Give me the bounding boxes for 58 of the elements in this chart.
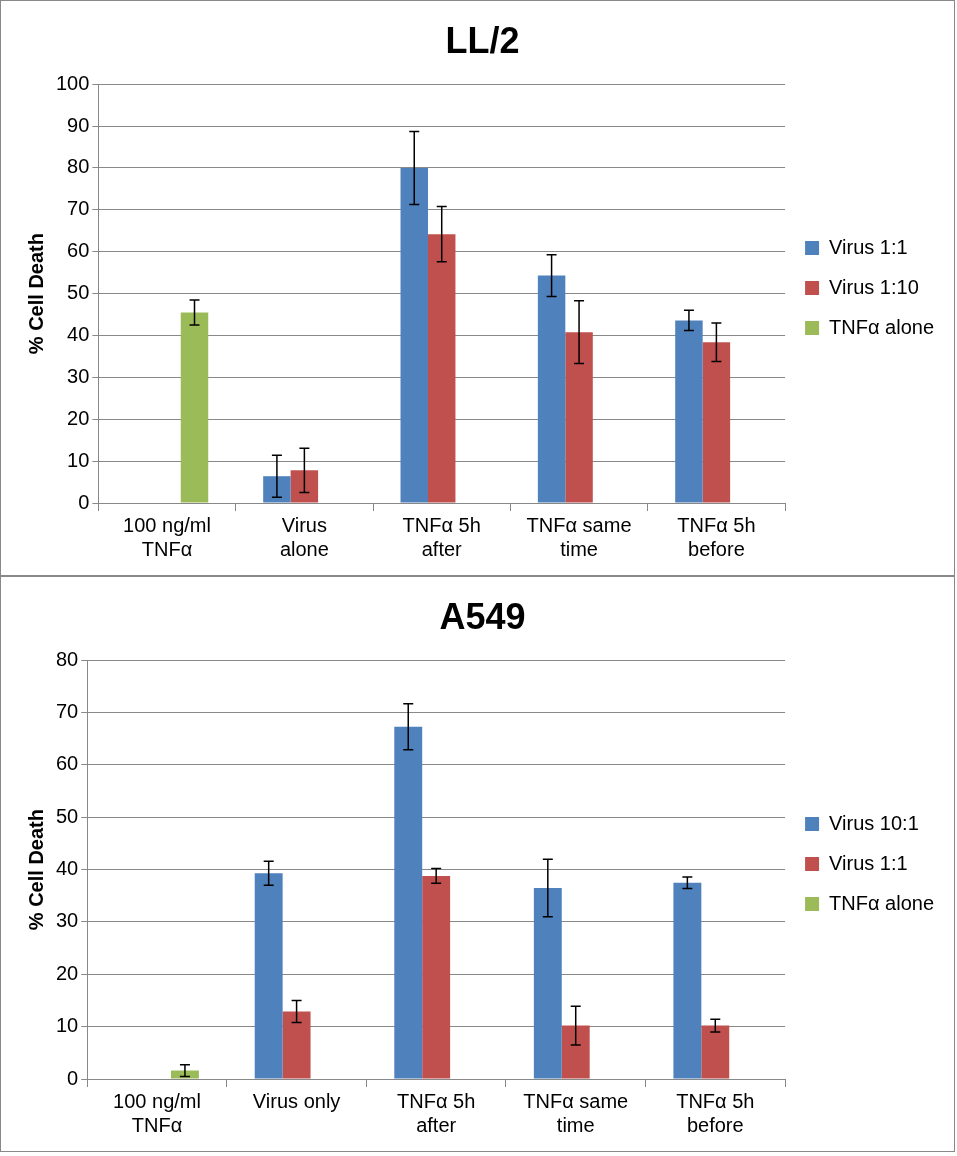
y-tick-label: 60 (56, 752, 79, 775)
legend-label: TNFα alone (829, 315, 935, 338)
bar (533, 887, 562, 1079)
bar (170, 1070, 199, 1079)
legend-label: Virus 1:1 (829, 235, 908, 258)
y-tick-label: 80 (67, 155, 90, 178)
bar (702, 342, 731, 503)
chart-title: LL/2 (445, 19, 520, 61)
bar (254, 873, 283, 1079)
bar (701, 1025, 730, 1079)
y-tick-label: 50 (56, 804, 79, 827)
y-tick-label: 40 (67, 323, 90, 345)
bar (422, 875, 451, 1079)
legend-label: Virus 1:10 (829, 275, 919, 298)
x-tick-label: TNFα 5h after (397, 1089, 476, 1136)
y-tick-label: 0 (67, 1066, 79, 1089)
bar (263, 476, 291, 503)
y-axis-title: % Cell Death (24, 809, 47, 931)
x-tick-label: Virus only (252, 1089, 341, 1112)
x-tick-label: 100 ng/ml TNFα (123, 513, 211, 560)
y-tick-label: 10 (56, 1014, 79, 1037)
x-tick-label: TNFα 5h before (676, 1089, 755, 1136)
y-tick-label: 20 (67, 406, 90, 429)
y-tick-label: 50 (67, 281, 90, 304)
chart-title: A549 (439, 595, 526, 637)
legend-label: Virus 10:1 (829, 811, 919, 834)
y-tick-label: 60 (67, 239, 90, 262)
x-tick-label: 100 ng/ml TNFα (113, 1089, 201, 1136)
bar (394, 726, 423, 1079)
y-tick-label: 30 (56, 909, 79, 932)
bar (290, 470, 319, 503)
y-tick-label: 0 (78, 490, 90, 513)
x-tick-label: TNFα same time (526, 513, 632, 560)
y-tick-label: 40 (56, 857, 79, 880)
y-axis-title: % Cell Death (24, 233, 47, 355)
y-tick-label: 100 (55, 71, 90, 94)
y-tick-label: 20 (56, 961, 79, 984)
y-tick-label: 90 (67, 113, 90, 136)
x-tick-label: TNFα 5h after (402, 513, 481, 560)
y-tick-label: 30 (67, 364, 90, 387)
bar (282, 1011, 311, 1079)
bar (561, 1025, 590, 1079)
x-tick-label: TNFα same time (523, 1089, 629, 1136)
y-tick-label: 70 (67, 197, 90, 220)
bar (565, 332, 593, 503)
bar (675, 320, 703, 503)
bar (427, 234, 456, 503)
bar (400, 167, 428, 503)
y-tick-label: 10 (67, 448, 90, 471)
bar (537, 275, 566, 503)
legend-label: TNFα alone (829, 891, 935, 914)
x-tick-label: TNFα 5h before (677, 513, 756, 560)
bar (673, 882, 702, 1079)
legend-label: Virus 1:1 (829, 851, 908, 874)
y-tick-label: 80 (56, 647, 79, 670)
y-tick-label: 70 (56, 700, 79, 723)
x-tick-label: Virus alone (279, 513, 329, 560)
bar (180, 312, 209, 503)
